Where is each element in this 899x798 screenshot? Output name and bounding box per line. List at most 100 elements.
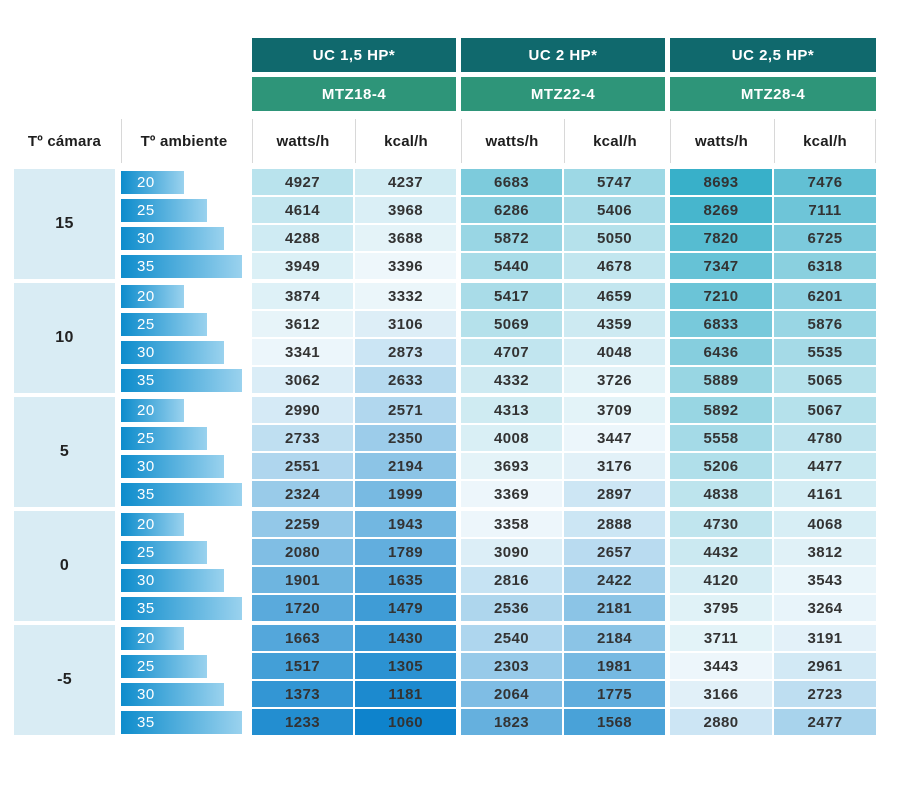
- ambient-temp-bar: 30: [121, 226, 224, 250]
- value-cell: 5069: [461, 311, 562, 337]
- ambient-temp-bar-cell: 25: [121, 311, 246, 337]
- ambient-temp-bar-cell: 30: [121, 567, 246, 593]
- value-cell: 3543: [774, 567, 876, 593]
- value-cell: 2080: [252, 539, 353, 565]
- value-cell: 5892: [670, 397, 772, 423]
- value-cell: 5747: [564, 169, 665, 195]
- value-cell: 3166: [670, 681, 772, 707]
- ambient-temp-header: Tº ambiente: [121, 119, 246, 163]
- value-cell: 2571: [355, 397, 456, 423]
- table-body: 15 20 4927 4237 6683 5747 8693 7476 25 4614 3968 62…: [14, 169, 876, 735]
- value-cell: 3062: [252, 367, 353, 393]
- ambient-temp-bar-cell: 25: [121, 425, 246, 451]
- ambient-temp-bar-cell: 20: [121, 397, 246, 423]
- value-cell: 2961: [774, 653, 876, 679]
- value-cell: 2657: [564, 539, 665, 565]
- value-cell: 1181: [355, 681, 456, 707]
- value-cell: 5535: [774, 339, 876, 365]
- value-cell: 5558: [670, 425, 772, 451]
- value-cell: 5050: [564, 225, 665, 251]
- value-cell: 3795: [670, 595, 772, 621]
- value-cell: 3812: [774, 539, 876, 565]
- kcal-header-3: kcal/h: [774, 119, 876, 163]
- ambient-temp-bar-cell: 35: [121, 709, 246, 735]
- value-cell: 3612: [252, 311, 353, 337]
- value-cell: 3709: [564, 397, 665, 423]
- value-cell: 4659: [564, 283, 665, 309]
- ambient-temp-bar: 30: [121, 568, 224, 592]
- value-cell: 4707: [461, 339, 562, 365]
- value-cell: 2540: [461, 625, 562, 651]
- value-cell: 7210: [670, 283, 772, 309]
- value-cell: 2181: [564, 595, 665, 621]
- value-cell: 1943: [355, 511, 456, 537]
- value-cell: 3332: [355, 283, 456, 309]
- model-header-spacer: [14, 77, 252, 111]
- value-cell: 3443: [670, 653, 772, 679]
- value-cell: 1663: [252, 625, 353, 651]
- ambient-temp-bar: 25: [121, 198, 207, 222]
- ambient-temp-bar: 35: [121, 368, 242, 392]
- value-cell: 5876: [774, 311, 876, 337]
- value-cell: 3949: [252, 253, 353, 279]
- uc-header-2: UC 2 HP*: [461, 38, 665, 72]
- value-cell: 4730: [670, 511, 772, 537]
- value-cell: 2536: [461, 595, 562, 621]
- value-cell: 3191: [774, 625, 876, 651]
- value-cell: 2880: [670, 709, 772, 735]
- ambient-temp-bar: 30: [121, 682, 224, 706]
- value-cell: 1789: [355, 539, 456, 565]
- chamber-temp-cell: 0: [14, 511, 115, 621]
- value-cell: 2990: [252, 397, 353, 423]
- value-cell: 1568: [564, 709, 665, 735]
- uc-header-row: UC 1,5 HP* UC 2 HP* UC 2,5 HP*: [14, 38, 876, 72]
- value-cell: 3358: [461, 511, 562, 537]
- ambient-temp-bar: 20: [121, 398, 184, 422]
- chamber-temp-cell: -5: [14, 625, 115, 735]
- value-cell: 1479: [355, 595, 456, 621]
- value-cell: 5417: [461, 283, 562, 309]
- value-cell: 4359: [564, 311, 665, 337]
- chamber-temp-cell: 5: [14, 397, 115, 507]
- value-cell: 7820: [670, 225, 772, 251]
- model-header-row: MTZ18-4 MTZ22-4 MTZ28-4: [14, 77, 876, 111]
- value-cell: 6201: [774, 283, 876, 309]
- ambient-temp-bar: 20: [121, 512, 184, 536]
- value-cell: 3447: [564, 425, 665, 451]
- value-cell: 3874: [252, 283, 353, 309]
- ambient-temp-bar: 30: [121, 454, 224, 478]
- model-header-2: MTZ22-4: [461, 77, 665, 111]
- ambient-temp-bar-cell: 20: [121, 283, 246, 309]
- ambient-temp-bar-cell: 30: [121, 453, 246, 479]
- ambient-temp-bar-cell: 30: [121, 339, 246, 365]
- value-cell: 8693: [670, 169, 772, 195]
- value-cell: 4838: [670, 481, 772, 507]
- ambient-temp-bar: 35: [121, 482, 242, 506]
- value-cell: 5889: [670, 367, 772, 393]
- ambient-temp-bar: 25: [121, 654, 207, 678]
- ambient-temp-bar-cell: 30: [121, 225, 246, 251]
- value-cell: 3688: [355, 225, 456, 251]
- value-cell: 4288: [252, 225, 353, 251]
- value-cell: 4237: [355, 169, 456, 195]
- value-cell: 3341: [252, 339, 353, 365]
- value-cell: 1430: [355, 625, 456, 651]
- row-group: -5 20 1663 1430 2540 2184 3711 3191 25 1517 1305 23…: [14, 625, 876, 735]
- ambient-temp-bar: 25: [121, 312, 207, 336]
- row-group: 10 20 3874 3332 5417 4659 7210 6201 25 3612 3106 50…: [14, 283, 876, 393]
- ambient-temp-bar-cell: 25: [121, 197, 246, 223]
- chamber-temp-cell: 15: [14, 169, 115, 279]
- value-cell: 4048: [564, 339, 665, 365]
- value-cell: 3264: [774, 595, 876, 621]
- value-cell: 6436: [670, 339, 772, 365]
- value-cell: 1901: [252, 567, 353, 593]
- value-cell: 1305: [355, 653, 456, 679]
- value-cell: 2350: [355, 425, 456, 451]
- ambient-temp-bar-cell: 35: [121, 367, 246, 393]
- ambient-temp-bar-cell: 25: [121, 539, 246, 565]
- value-cell: 3693: [461, 453, 562, 479]
- value-cell: 2723: [774, 681, 876, 707]
- value-cell: 2259: [252, 511, 353, 537]
- row-group: 5 20 2990 2571 4313 3709 5892 5067 25 2733 2350 400…: [14, 397, 876, 507]
- ambient-temp-bar: 25: [121, 426, 207, 450]
